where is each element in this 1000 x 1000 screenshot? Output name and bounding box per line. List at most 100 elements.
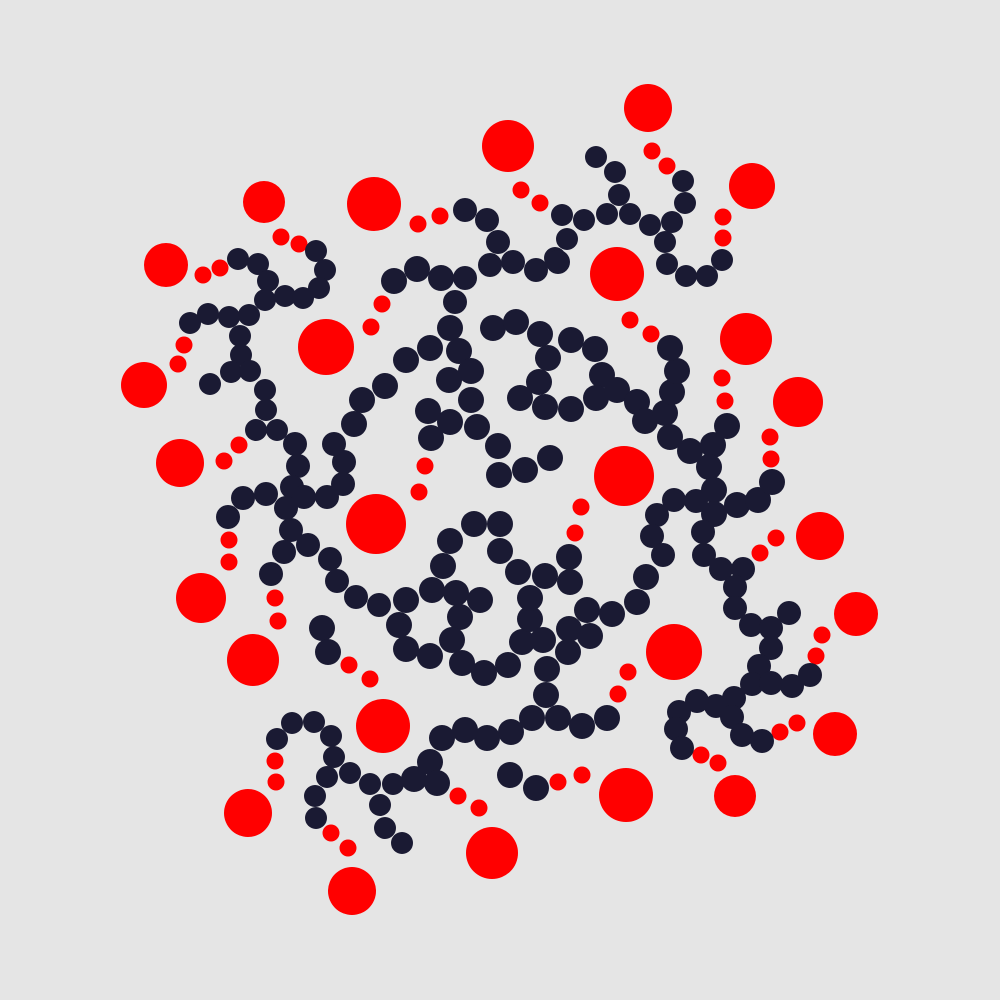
chain-dot (374, 817, 396, 839)
chain-dot (349, 387, 375, 413)
chain-dot (798, 663, 822, 687)
chain-dot (507, 385, 533, 411)
chain-dot (722, 686, 746, 710)
small-red-dot (512, 181, 530, 199)
large-red-dot (156, 439, 204, 487)
chain-dot (675, 265, 697, 287)
large-red-dot (482, 120, 534, 172)
chain-dot (245, 419, 267, 441)
chain-dot (393, 347, 419, 373)
chain-dot (227, 248, 249, 270)
small-red-dot (751, 544, 769, 562)
chain-dot (639, 214, 661, 236)
chain-dot (519, 705, 545, 731)
chain-dot (266, 728, 288, 750)
chain-dot (286, 454, 310, 478)
chain-dot (230, 344, 252, 366)
chain-dot (467, 587, 493, 613)
chain-dot (417, 643, 443, 669)
small-red-dot (175, 336, 193, 354)
chain-dot (684, 489, 708, 513)
chain-dot (664, 717, 688, 741)
small-red-dot (362, 318, 380, 336)
chain-dot (512, 457, 538, 483)
chain-dot (692, 543, 716, 567)
small-red-dot (813, 626, 831, 644)
chain-dot (325, 569, 349, 593)
chain-dot (443, 580, 469, 606)
chain-dot (447, 604, 473, 630)
chain-dot (309, 615, 335, 641)
chain-dot (532, 394, 558, 420)
large-red-dot (121, 362, 167, 408)
large-red-dot (729, 163, 775, 209)
chain-dot (632, 408, 658, 434)
chain-dot (619, 203, 641, 225)
chain-dot (305, 240, 327, 262)
chain-dot (700, 432, 726, 458)
chain-dot (495, 652, 521, 678)
chain-dot (720, 705, 744, 729)
chain-dot (344, 585, 368, 609)
chain-dot (485, 433, 511, 459)
small-red-dot (449, 787, 467, 805)
chain-dot (367, 593, 391, 617)
small-red-dot (211, 259, 229, 277)
chain-dot (443, 290, 467, 314)
chain-dot (731, 557, 755, 581)
chain-dot (640, 524, 664, 548)
large-red-dot (176, 573, 226, 623)
small-red-dot (322, 824, 340, 842)
chain-dot (292, 287, 314, 309)
chain-dot (257, 270, 279, 292)
chain-dot (199, 373, 221, 395)
large-red-dot (834, 592, 878, 636)
large-red-dot (356, 699, 410, 753)
small-red-dot (267, 773, 285, 791)
chain-dot (633, 564, 659, 590)
chain-dot (296, 533, 320, 557)
chain-dot (709, 557, 733, 581)
chain-dot (608, 184, 630, 206)
large-red-dots (121, 84, 878, 915)
chain-dot (661, 211, 683, 233)
chain-dot (527, 321, 553, 347)
small-red-dot (714, 229, 732, 247)
chain-dot (458, 358, 484, 384)
chain-dot (654, 231, 676, 253)
chain-dot (382, 773, 404, 795)
chain-dot (331, 472, 355, 496)
chain-dot (657, 335, 683, 361)
chain-dot (417, 749, 443, 775)
chain-dot (747, 654, 771, 678)
chain-dot (266, 419, 288, 441)
small-red-dot (410, 483, 428, 501)
small-red-dot (230, 436, 248, 454)
chain-dot (458, 387, 484, 413)
small-red-dot (572, 498, 590, 516)
chain-dot (759, 469, 785, 495)
chain-dot (659, 379, 685, 405)
chain-dot (651, 543, 675, 567)
small-red-dot (621, 311, 639, 329)
chain-dot (314, 259, 336, 281)
small-red-dot (266, 752, 284, 770)
chain-dot (254, 379, 276, 401)
chain-dot (453, 266, 477, 290)
small-red-dot (373, 295, 391, 313)
chain-dot (596, 203, 618, 225)
chain-dot (218, 306, 240, 328)
chain-dot (714, 413, 740, 439)
large-red-dot (720, 313, 772, 365)
small-red-dot (642, 325, 660, 343)
chain-dot (530, 627, 556, 653)
chain-dot (509, 629, 535, 655)
chain-dot (259, 562, 283, 586)
chain-dot (318, 547, 342, 571)
chain-dot (526, 369, 552, 395)
chain-dot (436, 367, 462, 393)
small-red-dot (609, 685, 627, 703)
chain-dot (670, 736, 694, 760)
small-red-dot (272, 228, 290, 246)
